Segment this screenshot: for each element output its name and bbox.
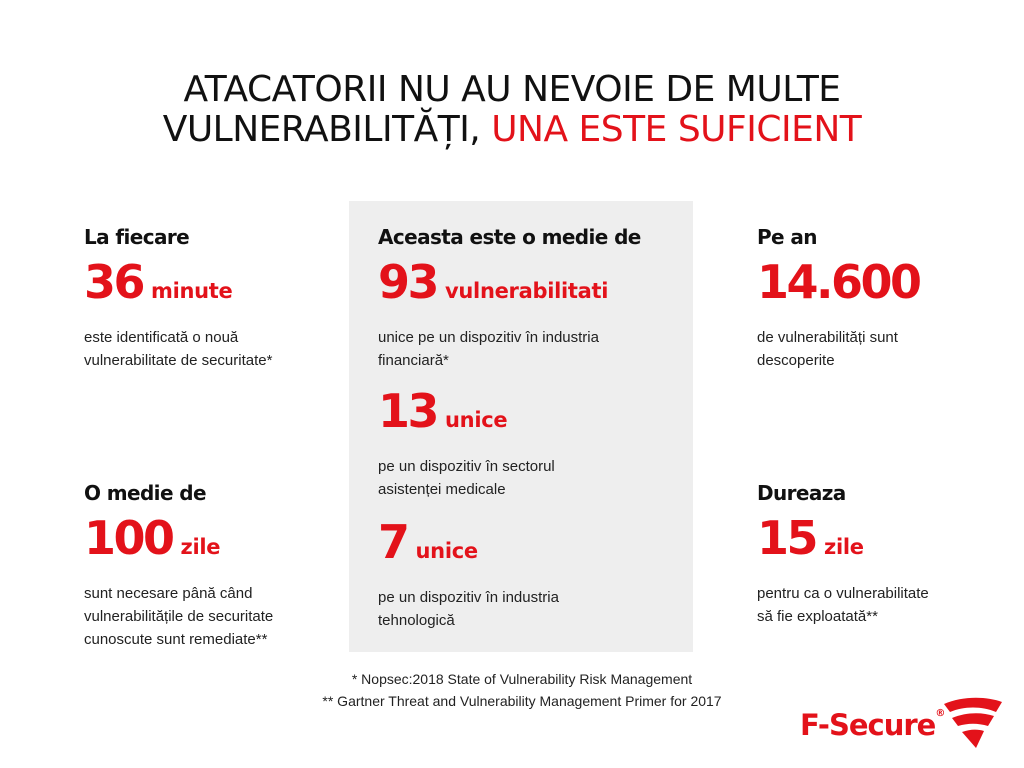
stat-description-line: pe un dispozitiv în industria (378, 589, 559, 606)
stat-description-line: de vulnerabilități sunt (757, 329, 898, 346)
stat-label: La fiecare (84, 225, 190, 249)
stat-number: 14.600 (757, 255, 922, 309)
stat-number: 36 (84, 255, 146, 309)
registered-mark: ® (935, 708, 945, 719)
stat-value: 7 unice (378, 515, 559, 580)
center-panel (349, 201, 693, 652)
stat-93-vulnerabilities: Aceasta este o medie de 93 vulnerabilitat… (378, 225, 641, 372)
stat-unit: zile (180, 535, 221, 559)
footnote-2: ** Gartner Threat and Vulnerability Mana… (322, 693, 722, 709)
footnote-1: * Nopsec:2018 State of Vulnerability Ris… (351, 671, 693, 687)
stat-description-line: pe un dispozitiv în sectorul (378, 458, 555, 475)
headline-accent: UNA ESTE SUFICIENT (491, 109, 862, 150)
stat-description-line: cunoscute sunt remediate** (84, 631, 268, 648)
stat-unit: unice (415, 539, 479, 563)
stat-number: 15 (757, 511, 819, 565)
headline-line-2-start: VULNERABILITĂȚI, (162, 109, 481, 150)
headline-line-1: ATACATORII NU AU NEVOIE DE MULTE (183, 69, 841, 110)
stat-description: unice pe un dispozitiv în industria fina… (378, 326, 641, 372)
stat-description: pentru ca o vulnerabilitate să fie explo… (757, 582, 929, 628)
stat-label: Aceasta este o medie de (378, 225, 641, 249)
headline: ATACATORII NU AU NEVOIE DE MULTE VULNERA… (0, 70, 1024, 150)
headline-line-2: VULNERABILITĂȚI, UNA ESTE SUFICIENT (0, 110, 1024, 150)
stat-description: este identificată o nouă vulnerabilitate… (84, 326, 272, 372)
stat-description-line: descoperite (757, 352, 835, 369)
stat-unit: minute (151, 279, 233, 303)
stat-value: 93 vulnerabilitati (378, 255, 641, 320)
stat-unit: unice (445, 408, 508, 432)
stat-every-36-minutes: La fiecare 36 minute este identificată o … (84, 225, 272, 372)
stat-description: pe un dispozitiv în sectorul asistenței … (378, 455, 555, 501)
stat-7-unique: 7 unice pe un dispozitiv în industria teh… (378, 515, 559, 632)
stat-value: 15 zile (757, 511, 929, 576)
stat-15-days: Dureaza 15 zile pentru ca o vulnerabilita… (757, 481, 929, 628)
stat-description-line: să fie exploatată** (757, 608, 878, 625)
stat-description: sunt necesare până când vulnerabilitățil… (84, 582, 273, 651)
stat-description-line: pentru ca o vulnerabilitate (757, 585, 929, 602)
stat-average-100-days: O medie de 100 zile sunt necesare până câ… (84, 481, 273, 651)
stat-description: de vulnerabilități sunt descoperite (757, 326, 920, 372)
logo-wordmark: F-Secure® (800, 708, 945, 742)
stat-description-line: tehnologică (378, 612, 455, 629)
stat-number: 13 (378, 384, 440, 438)
stat-description-line: financiară* (378, 352, 449, 369)
stat-label: O medie de (84, 481, 207, 505)
stat-value: 14.600 (757, 255, 922, 320)
stat-description-line: vulnerabilitățile de securitate (84, 608, 274, 625)
stat-description: pe un dispozitiv în industria tehnologic… (378, 586, 559, 632)
stat-unit: zile (824, 535, 864, 559)
logo-text: F-Secure (800, 708, 936, 742)
stat-14600-per-year: Pe an 14.600 de vulnerabilități sunt des… (757, 225, 922, 372)
stat-description-line: vulnerabilitate de securitate* (84, 352, 273, 369)
stat-value: 36 minute (84, 255, 272, 320)
stat-label: Pe an (757, 225, 818, 249)
stat-value: 100 zile (84, 511, 273, 576)
stat-number: 100 (84, 511, 175, 565)
stat-description-line: este identificată o nouă (84, 329, 239, 346)
f-secure-logo: F-Secure® (800, 696, 1010, 756)
stat-13-unique: 13 unice pe un dispozitiv în sectorul asi… (378, 384, 555, 501)
footnotes: * Nopsec:2018 State of Vulnerability Ris… (0, 668, 1024, 712)
stat-number: 93 (378, 255, 440, 309)
stat-label: Dureaza (757, 481, 846, 505)
stat-description-line: asistenței medicale (378, 481, 506, 498)
f-secure-shield-icon (944, 697, 1002, 748)
stat-value: 13 unice (378, 384, 555, 449)
stat-description-line: unice pe un dispozitiv în industria (378, 329, 599, 346)
stat-unit: vulnerabilitati (445, 279, 609, 303)
stat-number: 7 (378, 515, 410, 569)
stat-description-line: sunt necesare până când (84, 585, 253, 602)
